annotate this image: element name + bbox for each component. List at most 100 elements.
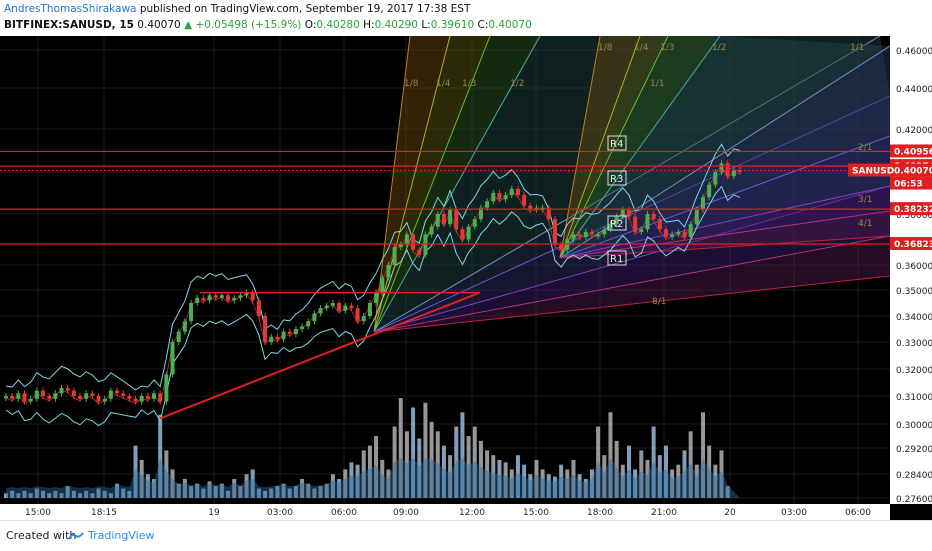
created-with-text: Created with bbox=[6, 529, 77, 542]
candle-body bbox=[293, 329, 298, 335]
candle-body bbox=[256, 300, 261, 316]
volume-bar bbox=[614, 440, 619, 498]
candle-body bbox=[682, 231, 687, 237]
candle-body bbox=[318, 308, 323, 314]
volume-bar bbox=[429, 421, 434, 498]
volume-bar bbox=[355, 464, 360, 498]
x-tick-label: 03:00 bbox=[267, 508, 293, 518]
candle-body bbox=[596, 234, 601, 237]
volume-bar bbox=[189, 486, 194, 498]
candle-body bbox=[614, 216, 619, 225]
change-arrow-icon: ▲ bbox=[184, 19, 193, 31]
volume-bar bbox=[361, 450, 366, 498]
candle-body bbox=[96, 396, 101, 402]
volume-bar bbox=[404, 431, 409, 498]
volume-bar bbox=[84, 490, 89, 498]
candle-body bbox=[312, 313, 317, 322]
volume-bar bbox=[688, 431, 693, 498]
volume-bar bbox=[226, 490, 231, 498]
candle-body bbox=[213, 295, 218, 298]
volume-bar bbox=[195, 483, 200, 498]
candle-body bbox=[485, 201, 490, 208]
volume-bar bbox=[145, 474, 150, 498]
candle-body bbox=[515, 188, 520, 196]
gann-fan-label: 1/3 bbox=[660, 43, 674, 53]
gann-fan-line bbox=[559, 36, 669, 259]
candle-body bbox=[133, 398, 138, 402]
volume-bar bbox=[454, 426, 459, 498]
bollinger-lower bbox=[5, 185, 741, 427]
candle-body bbox=[28, 398, 33, 402]
candle-body bbox=[182, 321, 187, 332]
volume-bar bbox=[608, 412, 613, 498]
candle-body bbox=[386, 265, 391, 278]
candle-body bbox=[10, 396, 15, 399]
volume-bar bbox=[694, 464, 699, 498]
candle-body bbox=[232, 297, 237, 301]
author-link[interactable]: AndresThomasShirakawa bbox=[4, 3, 137, 15]
price-axis-label: 0.40070 bbox=[894, 166, 932, 176]
gann-fan-label: 1/2 bbox=[712, 43, 726, 53]
candle-body bbox=[176, 331, 181, 342]
tradingview-link[interactable]: TradingView bbox=[68, 529, 154, 542]
ohlc-open-label: O: bbox=[304, 19, 317, 31]
gann-fan-line bbox=[373, 275, 891, 333]
ohlc-open: 0.40280 bbox=[316, 19, 360, 31]
volume-bar bbox=[90, 493, 95, 498]
candle-body bbox=[497, 193, 502, 200]
gann-fan-line bbox=[559, 36, 641, 259]
volume-bar bbox=[620, 464, 625, 498]
candle-body bbox=[361, 316, 366, 322]
volume-bar bbox=[626, 445, 631, 498]
candle-body bbox=[663, 229, 668, 237]
price-axis-label-bg bbox=[890, 163, 932, 177]
x-tick-label: 18:15 bbox=[91, 508, 117, 518]
gann-fan-line bbox=[559, 36, 721, 259]
volume-bar bbox=[509, 469, 514, 498]
candle-body bbox=[263, 316, 268, 342]
volume-bar bbox=[374, 436, 379, 498]
candle-body bbox=[367, 303, 372, 316]
volume-bar bbox=[645, 459, 650, 498]
gann-fan-line bbox=[373, 185, 891, 333]
volume-bar bbox=[571, 459, 576, 498]
candle-body bbox=[53, 393, 58, 399]
volume-bar bbox=[485, 450, 490, 498]
volume-bar bbox=[22, 490, 27, 498]
symbol-name: BITFINEX:SANUSD, 15 bbox=[4, 19, 134, 31]
candle-body bbox=[121, 393, 126, 396]
candle-body bbox=[250, 292, 255, 301]
candle-body bbox=[4, 396, 8, 398]
volume-bar bbox=[53, 490, 58, 498]
gann-fan-label: 1/8 bbox=[404, 79, 419, 89]
x-tick-label: 03:00 bbox=[781, 508, 807, 518]
volume-bar bbox=[460, 412, 465, 498]
volume-bar bbox=[337, 478, 342, 498]
volume-bar bbox=[28, 493, 33, 498]
volume-bar bbox=[497, 459, 502, 498]
candle-body bbox=[337, 303, 342, 311]
ohlc-high-label: H: bbox=[363, 19, 375, 31]
volume-bar bbox=[676, 464, 681, 498]
price-axis-label: 0.38232 bbox=[894, 205, 932, 215]
y-tick-label: 0.29200 bbox=[896, 445, 932, 455]
gann-fan-line bbox=[559, 135, 891, 259]
volume-bar bbox=[4, 493, 8, 498]
candle-body bbox=[398, 244, 403, 248]
volume-bar bbox=[540, 469, 545, 498]
candle-body bbox=[59, 387, 64, 394]
price-chart[interactable]: 1/8 1/4 1/3 1/2 1/1 2/1 3/1 4/1 8/1 1/8 1/4 1/3 1/2 1… bbox=[0, 36, 932, 520]
y-tick-label: 0.33000 bbox=[896, 339, 932, 349]
volume-bar bbox=[411, 407, 416, 498]
x-tick-label: 19 bbox=[208, 508, 220, 518]
volume-bar bbox=[392, 426, 397, 498]
candle-body bbox=[47, 396, 52, 399]
candle-body bbox=[435, 214, 440, 227]
candle-body bbox=[571, 234, 576, 240]
candle-body bbox=[84, 393, 89, 399]
candle-body bbox=[509, 188, 514, 196]
volume-bar bbox=[121, 488, 126, 498]
candle-body bbox=[238, 295, 243, 298]
x-tick-label: 21:00 bbox=[651, 508, 677, 518]
candle-body bbox=[491, 193, 496, 202]
